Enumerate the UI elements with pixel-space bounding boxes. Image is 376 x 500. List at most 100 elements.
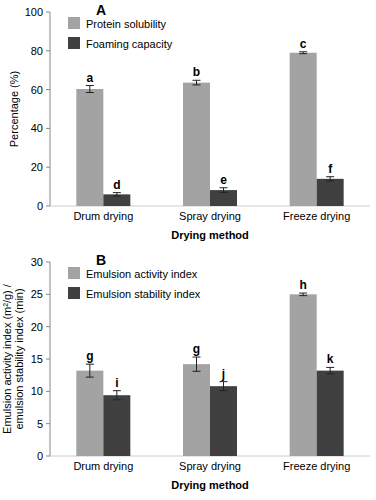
bar xyxy=(210,190,237,206)
error-stem xyxy=(89,86,90,93)
y-tick xyxy=(46,167,50,168)
y-tick xyxy=(46,12,50,13)
x-tick-label: Spray drying xyxy=(179,210,241,222)
significance-letter: c xyxy=(300,37,307,51)
error-stem xyxy=(196,357,197,371)
significance-letter: i xyxy=(115,376,118,390)
legend-label: Emulsion stability index xyxy=(86,288,201,300)
legend-label: Protein solubility xyxy=(86,18,167,30)
error-cap xyxy=(299,295,307,296)
y-tick-label: 80 xyxy=(31,45,43,57)
x-tick-label: Freeze drying xyxy=(283,460,350,472)
error-bar xyxy=(193,357,201,371)
plot-area xyxy=(76,52,343,206)
y-tick xyxy=(46,391,50,392)
bar xyxy=(183,364,210,456)
error-cap xyxy=(86,377,94,378)
error-bar xyxy=(220,382,228,391)
bar xyxy=(210,386,237,456)
y-tick-label: 60 xyxy=(31,84,43,96)
plot-area xyxy=(76,293,343,456)
panel-label: B xyxy=(96,252,106,268)
y-tick xyxy=(46,359,50,360)
error-bar xyxy=(86,86,94,93)
error-stem xyxy=(116,391,117,400)
error-cap xyxy=(299,53,307,54)
legend-swatch xyxy=(68,37,80,49)
legend-swatch xyxy=(68,287,80,299)
error-cap xyxy=(86,85,94,86)
error-cap xyxy=(193,84,201,85)
y-tick-label: 5 xyxy=(37,418,43,430)
significance-letter: h xyxy=(299,278,306,292)
error-cap xyxy=(326,176,334,177)
y-tick-label: 20 xyxy=(31,321,43,333)
panel: A020406080100Percentage (%)Drum dryingSp… xyxy=(8,2,370,241)
y-tick-label: 10 xyxy=(31,385,43,397)
error-stem xyxy=(116,193,117,196)
x-axis-label: Drying method xyxy=(171,479,249,491)
significance-letter: k xyxy=(327,352,334,366)
significance-letter: g xyxy=(193,342,200,356)
y-axis-label-line: Emulsion activity index (m²/g) / xyxy=(1,283,13,434)
error-cap xyxy=(220,192,228,193)
significance-letter: g xyxy=(86,349,93,363)
error-cap xyxy=(113,390,121,391)
significance-letter: a xyxy=(86,71,93,85)
error-bar xyxy=(220,188,228,193)
error-stem xyxy=(89,364,90,377)
y-tick xyxy=(46,50,50,51)
y-tick xyxy=(46,262,50,263)
y-tick xyxy=(46,423,50,424)
y-tick-label: 30 xyxy=(31,256,43,268)
bar xyxy=(76,89,103,206)
bar xyxy=(317,179,344,206)
y-tick-label: 0 xyxy=(37,450,43,462)
bar xyxy=(290,294,317,456)
error-stem xyxy=(330,367,331,373)
legend: Emulsion activity index Emulsion stabilit… xyxy=(68,267,201,300)
y-tick-label: 15 xyxy=(31,353,43,365)
x-tick-label: Drum drying xyxy=(73,460,133,472)
panel: B051015202530Emulsion activity index (m²… xyxy=(1,252,370,491)
significance-letter: f xyxy=(328,162,333,176)
error-stem xyxy=(223,382,224,391)
error-cap xyxy=(193,80,201,81)
x-tick-label: Freeze drying xyxy=(283,210,350,222)
error-cap xyxy=(193,357,201,358)
error-stem xyxy=(196,80,197,85)
bar xyxy=(317,371,344,456)
error-bar xyxy=(299,52,307,54)
y-tick-label: 20 xyxy=(31,161,43,173)
y-tick xyxy=(46,456,50,457)
error-bar xyxy=(326,177,334,181)
error-cap xyxy=(113,399,121,400)
error-bar xyxy=(326,367,334,373)
significance-letter: j xyxy=(221,367,225,381)
significance-letter: e xyxy=(220,173,227,187)
legend-swatch xyxy=(68,17,80,29)
error-bar xyxy=(86,364,94,377)
legend-label: Foaming capacity xyxy=(86,38,173,50)
error-stem xyxy=(330,177,331,181)
error-stem xyxy=(223,188,224,193)
y-axis-label-line: emulsion stability index (min) xyxy=(13,288,25,429)
error-bar xyxy=(113,391,121,400)
y-tick xyxy=(46,326,50,327)
y-axis xyxy=(50,12,51,206)
y-axis-label: Emulsion activity index (m²/g) /emulsion… xyxy=(1,283,25,434)
bar xyxy=(290,53,317,206)
error-cap xyxy=(326,373,334,374)
y-tick xyxy=(46,206,50,207)
error-cap xyxy=(113,196,121,197)
error-cap xyxy=(326,180,334,181)
x-axis-label: Drying method xyxy=(171,229,249,241)
y-tick xyxy=(46,89,50,90)
error-cap xyxy=(299,51,307,52)
error-cap xyxy=(193,371,201,372)
legend-label: Emulsion activity index xyxy=(86,268,198,280)
error-cap xyxy=(86,364,94,365)
legend: Protein solubility Foaming capacity xyxy=(68,17,173,50)
x-tick-label: Drum drying xyxy=(73,210,133,222)
panel-label: A xyxy=(96,2,106,18)
